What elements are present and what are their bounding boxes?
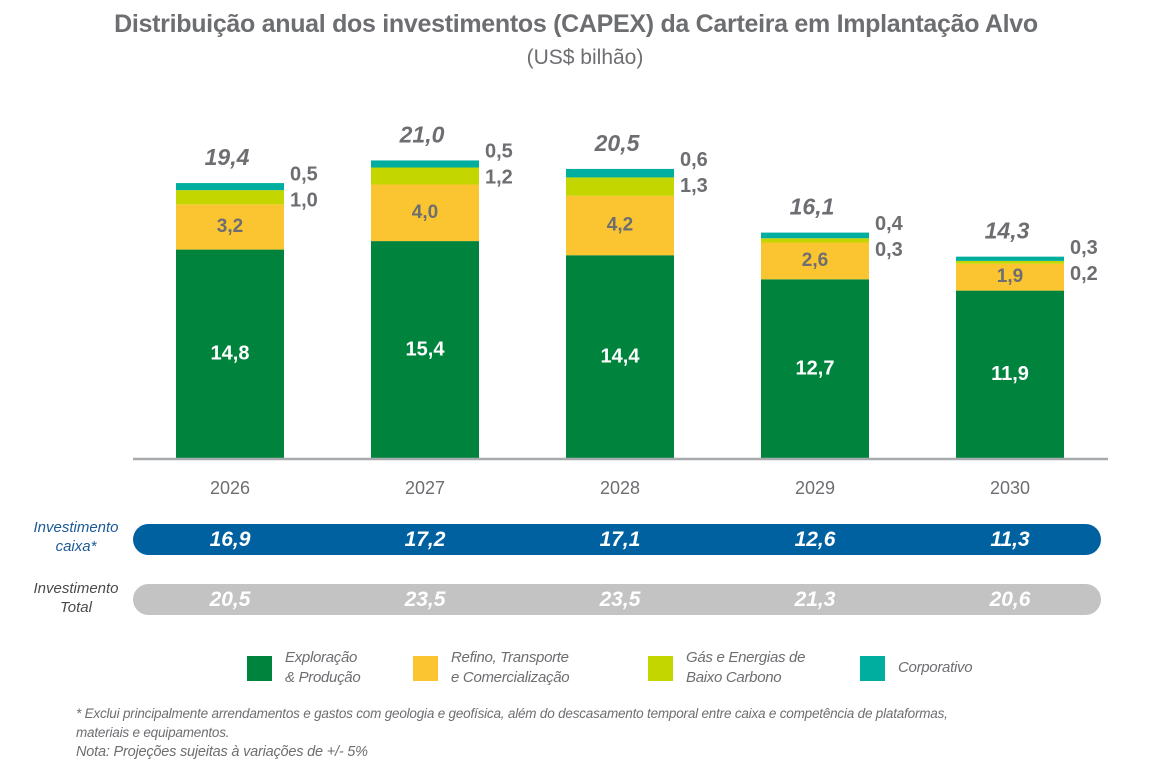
legend-label: Exploração & Produção xyxy=(285,648,485,688)
bar-segment-2027-0 xyxy=(371,241,479,459)
bar-total-2028: 20,5 xyxy=(594,130,641,156)
summary-value-2028: 17,1 xyxy=(599,528,641,551)
summary-value-2030: 20,6 xyxy=(989,588,1031,611)
bar-total-2027: 21,0 xyxy=(399,122,445,148)
bar-label-rtc-2026: 3,2 xyxy=(217,216,243,237)
x-tick-labels: 2026 2027 2028 2029 2030 xyxy=(210,478,1030,498)
bar-total-2026: 19,4 xyxy=(205,144,250,170)
bar-segment-2026-0 xyxy=(176,249,284,459)
bar-segment-2030-0 xyxy=(956,290,1064,459)
bar-total-2030: 14,3 xyxy=(985,218,1030,244)
bar-label-ep-2027: 15,4 xyxy=(406,338,446,360)
summary-value-2029: 21,3 xyxy=(794,588,836,611)
x-tick-2027: 2027 xyxy=(405,478,445,498)
row-label-investimento-caixa: Investimento caixa* xyxy=(16,518,136,556)
summary-value-2030: 11,3 xyxy=(990,528,1030,551)
legend-swatch xyxy=(247,656,272,681)
footnote-nota: Nota: Projeções sujeitas à variações de … xyxy=(76,744,368,760)
bar-segment-2027-3 xyxy=(371,160,479,168)
bar-segment-2030-2 xyxy=(956,260,1064,264)
legend-label: Corporativo xyxy=(898,658,1098,678)
bar-segment-2029-3 xyxy=(761,232,869,239)
bar-label-gas-2026: 1,0 xyxy=(290,189,318,211)
legend-label-line2: e Comercialização xyxy=(451,669,570,686)
bar-label-gas-2030: 0,2 xyxy=(1070,263,1098,285)
legend-label-line2: Baixo Carbono xyxy=(686,669,782,686)
summary-value-2028: 23,5 xyxy=(599,588,641,611)
legend-label-line1: Refino, Transporte xyxy=(451,649,569,666)
x-tick-2029: 2029 xyxy=(795,478,835,498)
bar-label-corp-2027: 0,5 xyxy=(485,141,513,163)
footnote-exclusion: * Exclui principalmente arrendamentos e … xyxy=(76,706,948,721)
bar-segment-2028-1 xyxy=(566,195,674,256)
bar-label-gas-2027: 1,2 xyxy=(485,167,513,189)
bar-segment-2030-3 xyxy=(956,256,1064,261)
bar-segment-2027-1 xyxy=(371,184,479,242)
summary-value-2027: 17,2 xyxy=(404,528,446,551)
row-label-line1: Investimento xyxy=(33,519,119,536)
footnote-exclusion-cont: materiais e equipamentos. xyxy=(76,725,230,740)
legend-swatch xyxy=(413,656,438,681)
bar-total-2029: 16,1 xyxy=(790,194,835,220)
bar-label-rtc-2028: 4,2 xyxy=(607,215,633,236)
x-tick-2028: 2028 xyxy=(600,478,640,498)
bar-label-ep-2029: 12,7 xyxy=(796,357,835,379)
bar-segment-2030-1 xyxy=(956,263,1064,291)
legend-label-line1: Corporativo xyxy=(898,659,973,676)
bar-label-corp-2030: 0,3 xyxy=(1070,237,1098,259)
row-label-investimento-total: Investimento Total xyxy=(16,579,136,617)
bar-segment-2028-0 xyxy=(566,255,674,459)
bar-segment-2027-2 xyxy=(371,167,479,185)
x-tick-2026: 2026 xyxy=(210,478,250,498)
bar-segment-2028-3 xyxy=(566,168,674,178)
bar-label-ep-2030: 11,9 xyxy=(991,363,1029,385)
legend-label-line1: Gás e Energias de xyxy=(686,649,806,666)
legend-label-line2: & Produção xyxy=(285,669,361,686)
legend-label: Gás e Energias de Baixo Carbono xyxy=(686,648,886,688)
labels-layer: 14,8 3,2 0,5 1,0 19,4 15,4 4,0 0,5 1,2 21,0 14,4 4,… xyxy=(205,122,1098,386)
bar-label-ep-2028: 14,4 xyxy=(601,345,641,367)
summary-value-2027: 23,5 xyxy=(404,588,446,611)
bar-label-corp-2029: 0,4 xyxy=(875,213,904,235)
chart-subtitle: (US$ bilhão) xyxy=(526,46,644,69)
bar-segment-2029-2 xyxy=(761,238,869,243)
summary-value-2029: 12,6 xyxy=(794,528,836,551)
row-label-line1: Investimento xyxy=(33,580,119,597)
row-label-line2: Total xyxy=(60,599,92,616)
bar-label-gas-2029: 0,3 xyxy=(875,239,903,261)
bar-label-rtc-2030: 1,9 xyxy=(997,266,1023,287)
bar-segment-2028-2 xyxy=(566,177,674,196)
bar-segment-2026-1 xyxy=(176,204,284,250)
bar-segment-2029-0 xyxy=(761,279,869,459)
chart-title: Distribuição anual dos investimentos (CA… xyxy=(114,10,1038,38)
investimento-total-bar: 20,5 23,5 23,5 21,3 20,6 xyxy=(133,584,1101,615)
stacked-bar-chart: 14,8 3,2 0,5 1,0 19,4 15,4 4,0 0,5 1,2 21,0 14,4 4,… xyxy=(133,122,1108,498)
bar-label-rtc-2027: 4,0 xyxy=(412,202,438,223)
row-label-line2: caixa* xyxy=(55,538,97,555)
summary-value-2026: 16,9 xyxy=(209,528,251,551)
bar-segment-2029-1 xyxy=(761,242,869,280)
legend-label-line1: Exploração xyxy=(285,649,358,666)
bars-layer xyxy=(176,160,1064,459)
bar-label-gas-2028: 1,3 xyxy=(680,175,708,197)
bar-label-corp-2028: 0,6 xyxy=(680,149,708,171)
legend-swatch xyxy=(648,656,673,681)
bar-label-rtc-2029: 2,6 xyxy=(802,250,828,271)
x-tick-2030: 2030 xyxy=(990,478,1030,498)
legend-swatch xyxy=(860,656,885,681)
bar-label-corp-2026: 0,5 xyxy=(290,163,318,185)
summary-value-2026: 20,5 xyxy=(209,588,251,611)
bar-label-ep-2026: 14,8 xyxy=(211,343,250,365)
investimento-caixa-bar: 16,9 17,2 17,1 12,6 11,3 xyxy=(133,524,1101,555)
legend-label: Refino, Transporte e Comercialização xyxy=(451,648,651,688)
bar-segment-2026-3 xyxy=(176,183,284,191)
bar-segment-2026-2 xyxy=(176,190,284,205)
